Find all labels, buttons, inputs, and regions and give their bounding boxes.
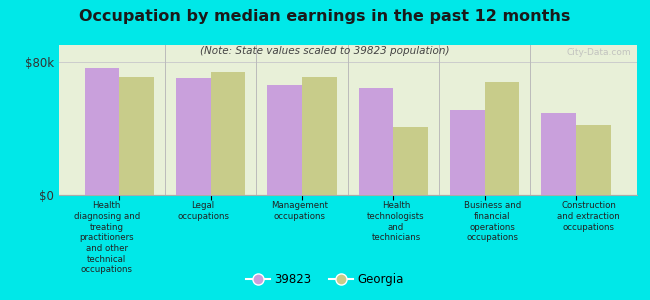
Bar	[267, 85, 302, 195]
Bar	[176, 78, 211, 195]
Bar	[485, 82, 519, 195]
Text: Health
technologists
and
technicians: Health technologists and technicians	[367, 201, 424, 242]
Text: Occupation by median earnings in the past 12 months: Occupation by median earnings in the pas…	[79, 9, 571, 24]
Bar	[302, 77, 337, 195]
Text: Legal
occupations: Legal occupations	[177, 201, 229, 221]
Bar	[84, 68, 120, 195]
Bar	[541, 113, 576, 195]
Text: City-Data.com: City-Data.com	[567, 48, 631, 57]
Bar	[393, 127, 428, 195]
Bar	[359, 88, 393, 195]
Legend: 39823, Georgia: 39823, Georgia	[241, 269, 409, 291]
Text: (Note: State values scaled to 39823 population): (Note: State values scaled to 39823 popu…	[200, 46, 450, 56]
Text: Health
diagnosing and
treating
practitioners
and other
technical
occupations: Health diagnosing and treating practitio…	[73, 201, 140, 274]
Bar	[576, 125, 611, 195]
Text: Business and
financial
operations
occupations: Business and financial operations occupa…	[463, 201, 521, 242]
Text: Management
occupations: Management occupations	[271, 201, 328, 221]
Bar	[211, 72, 246, 195]
Bar	[450, 110, 485, 195]
Bar	[120, 77, 154, 195]
Text: Construction
and extraction
occupations: Construction and extraction occupations	[558, 201, 620, 232]
